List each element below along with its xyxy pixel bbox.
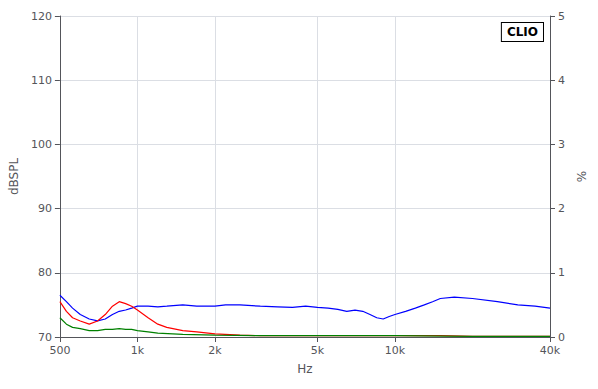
svg-text:5: 5 xyxy=(558,10,565,23)
svg-text:120: 120 xyxy=(31,10,52,23)
svg-text:110: 110 xyxy=(31,74,52,87)
svg-text:2: 2 xyxy=(558,202,565,215)
svg-text:4: 4 xyxy=(558,74,565,87)
svg-text:dBSPL: dBSPL xyxy=(7,158,21,195)
svg-text:40k: 40k xyxy=(540,344,561,357)
svg-text:1k: 1k xyxy=(131,344,145,357)
svg-text:500: 500 xyxy=(49,344,70,357)
svg-text:Hz: Hz xyxy=(297,362,312,376)
svg-text:90: 90 xyxy=(38,202,52,215)
svg-text:70: 70 xyxy=(38,331,52,344)
svg-text:3: 3 xyxy=(558,138,565,151)
svg-text:1: 1 xyxy=(558,266,565,279)
svg-text:80: 80 xyxy=(38,266,52,279)
svg-text:CLIO: CLIO xyxy=(507,25,538,39)
svg-text:100: 100 xyxy=(31,138,52,151)
svg-text:5k: 5k xyxy=(311,344,325,357)
svg-text:10k: 10k xyxy=(385,344,406,357)
svg-text:%: % xyxy=(575,171,589,182)
svg-text:0: 0 xyxy=(558,331,565,344)
svg-text:2k: 2k xyxy=(208,344,222,357)
